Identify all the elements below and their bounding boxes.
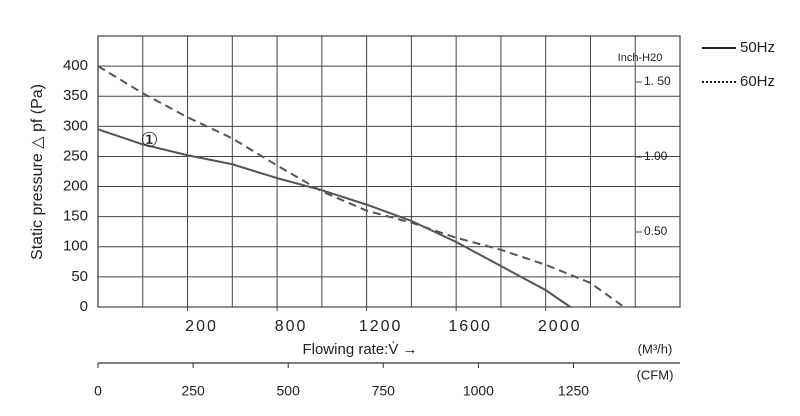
x-tick-label: 1200 [359,318,403,335]
x2-tick-label: 250 [181,383,205,399]
y-tick-label: 150 [63,208,88,225]
y2-tick-label: 1.00 [644,149,668,163]
series-line [97,65,625,308]
y2-tick-label: 1. 50 [644,74,671,88]
x-unit: (M³/h) [638,341,673,356]
y-tick-label: 200 [63,178,88,195]
x2-tick-label: 500 [277,383,301,399]
y-tick-label: 0 [80,298,88,315]
y-tick-label: 300 [63,117,88,134]
series-line [97,128,571,308]
y2-unit: Inch-H20 [618,52,663,64]
y-tick-label: 350 [63,87,88,104]
y-tick-label: 250 [63,147,88,164]
x2-tick-label: 0 [94,383,102,399]
x-tick-label: 2000 [538,318,582,335]
x-axis-label: Flowing rate:V̇ → [302,341,417,358]
x-tick-label: 1600 [448,318,492,335]
annotation: ① [141,130,159,152]
y-tick-label: 100 [63,238,88,255]
x2-unit: (CFM) [637,367,674,382]
y-tick-label: 400 [63,57,88,74]
legend-label: 60Hz [740,73,775,90]
x2-tick-label: 1000 [463,383,494,399]
x2-tick-label: 1250 [558,383,589,399]
y2-tick-label: 0.50 [644,224,668,238]
x-tick-label: 200 [185,318,218,335]
plot-frame [97,35,681,308]
legend-label: 50Hz [740,39,775,56]
x-tick-label: 800 [275,318,308,335]
x2-tick-label: 750 [372,383,396,399]
y-tick-label: 50 [71,268,88,285]
y-axis-label: Static pressure △ pf (Pa) [29,84,46,260]
